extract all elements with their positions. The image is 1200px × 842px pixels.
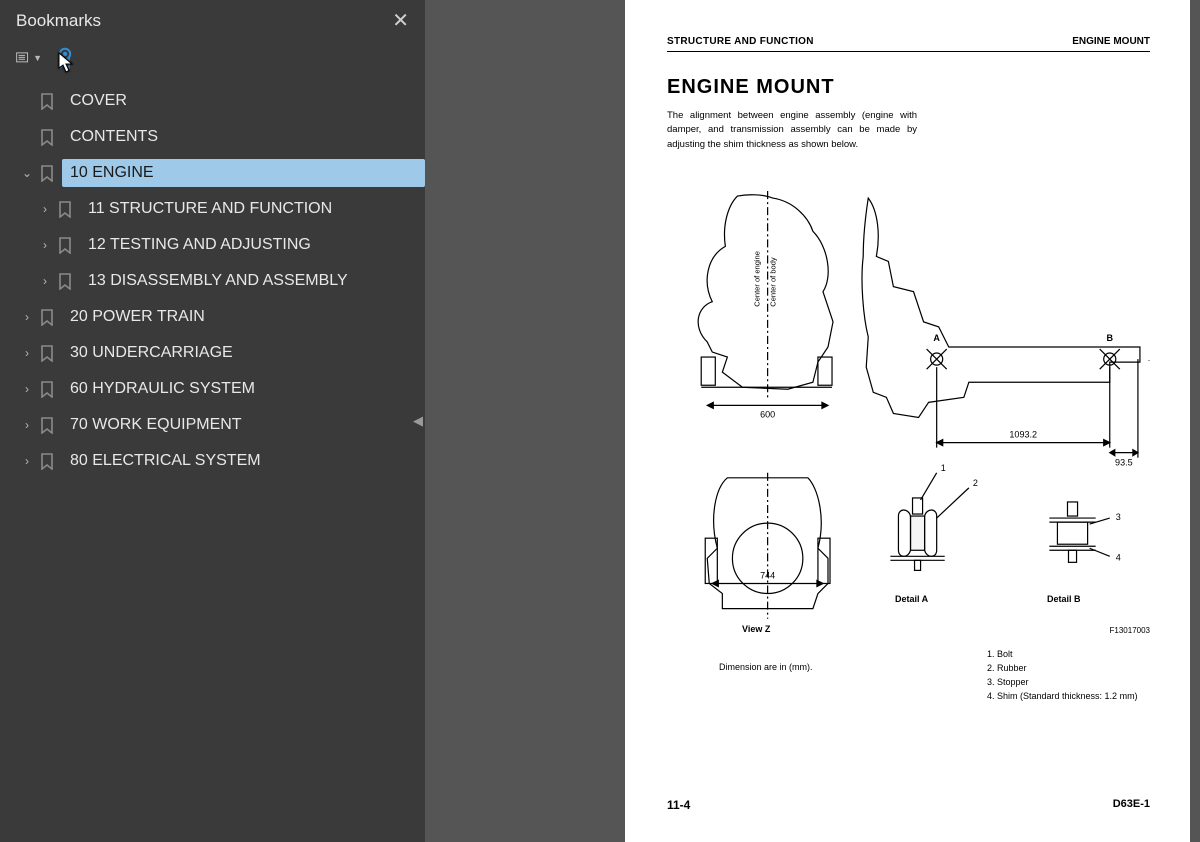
bookmark-icon bbox=[38, 129, 56, 146]
page-footer: 11-4 D63E-1 bbox=[667, 798, 1150, 812]
bookmark-item[interactable]: › 30 UNDERCARRIAGE bbox=[0, 335, 425, 371]
bookmark-icon bbox=[38, 345, 56, 362]
part-1: 1. Bolt bbox=[987, 648, 1138, 662]
diagram-svg: 600 744 1093.2 93.5 A B →Z 1 2 3 4 Cente… bbox=[667, 186, 1150, 679]
expand-chevron-icon[interactable]: › bbox=[36, 202, 54, 216]
bookmark-item[interactable]: › 80 ELECTRICAL SYSTEM bbox=[0, 443, 425, 479]
expand-chevron-icon[interactable]: › bbox=[18, 346, 36, 360]
model-code: D63E-1 bbox=[1113, 798, 1150, 812]
svg-text:2: 2 bbox=[973, 478, 978, 488]
bookmark-icon bbox=[38, 381, 56, 398]
collapse-chevron-icon[interactable]: ⌄ bbox=[18, 166, 36, 180]
bookmark-item[interactable]: › 70 WORK EQUIPMENT bbox=[0, 407, 425, 443]
bookmark-item[interactable]: › 11 STRUCTURE AND FUNCTION bbox=[0, 191, 425, 227]
figure-code: F13017003 bbox=[1110, 626, 1150, 635]
collapse-panel-button[interactable]: ◀ bbox=[410, 401, 426, 441]
bookmark-icon bbox=[56, 201, 74, 218]
dimension-note: Dimension are in (mm). bbox=[719, 662, 813, 672]
expand-chevron-icon[interactable]: › bbox=[36, 238, 54, 252]
bookmark-icon bbox=[38, 453, 56, 470]
svg-text:A: A bbox=[933, 333, 940, 343]
pdf-viewer[interactable]: STRUCTURE AND FUNCTION ENGINE MOUNT ENGI… bbox=[425, 0, 1200, 842]
bookmark-item[interactable]: COVER bbox=[0, 83, 425, 119]
view-z-label: View Z bbox=[742, 624, 770, 634]
bookmarks-header: Bookmarks ✕ bbox=[0, 0, 425, 41]
bookmark-label: CONTENTS bbox=[62, 123, 425, 151]
bookmark-item[interactable]: ⌄ 10 ENGINE bbox=[0, 155, 425, 191]
bookmark-label: 80 ELECTRICAL SYSTEM bbox=[62, 447, 425, 475]
svg-text:93.5: 93.5 bbox=[1115, 457, 1133, 467]
bookmarks-toolbar: ▼ bbox=[0, 41, 425, 79]
page-header-left: STRUCTURE AND FUNCTION bbox=[667, 36, 814, 47]
bookmark-icon bbox=[38, 93, 56, 110]
svg-text:1093.2: 1093.2 bbox=[1009, 429, 1037, 439]
page-description: The alignment between engine assembly (e… bbox=[667, 109, 917, 152]
part-3: 3. Stopper bbox=[987, 676, 1138, 690]
expand-chevron-icon[interactable]: › bbox=[18, 310, 36, 324]
detail-a-label: Detail A bbox=[895, 594, 928, 604]
bookmark-item[interactable]: › 60 HYDRAULIC SYSTEM bbox=[0, 371, 425, 407]
page-header: STRUCTURE AND FUNCTION ENGINE MOUNT bbox=[667, 36, 1150, 52]
bookmarks-tree: COVER CONTENTS ⌄ 10 ENGINE › 11 STRUCTURE AND… bbox=[0, 79, 425, 483]
bookmark-icon bbox=[38, 417, 56, 434]
pdf-page: STRUCTURE AND FUNCTION ENGINE MOUNT ENGI… bbox=[625, 0, 1190, 842]
bookmark-item[interactable]: CONTENTS bbox=[0, 119, 425, 155]
bookmark-item[interactable]: › 20 POWER TRAIN bbox=[0, 299, 425, 335]
bookmark-label: 10 ENGINE bbox=[62, 159, 425, 187]
bookmark-icon bbox=[38, 309, 56, 326]
bookmark-label: 30 UNDERCARRIAGE bbox=[62, 339, 425, 367]
expand-chevron-icon[interactable]: › bbox=[18, 382, 36, 396]
page-title: ENGINE MOUNT bbox=[667, 76, 1150, 99]
bookmarks-panel: Bookmarks ✕ ▼ COVERCONTEN bbox=[0, 0, 425, 842]
page-header-right: ENGINE MOUNT bbox=[1072, 36, 1150, 47]
svg-text:B: B bbox=[1106, 333, 1113, 343]
svg-text:1: 1 bbox=[941, 463, 946, 473]
options-menu-button[interactable]: ▼ bbox=[16, 47, 42, 69]
svg-text:Center of engine: Center of engine bbox=[753, 251, 762, 307]
current-bookmark-button[interactable] bbox=[52, 47, 78, 69]
expand-chevron-icon[interactable]: › bbox=[36, 274, 54, 288]
svg-text:3: 3 bbox=[1116, 512, 1121, 522]
part-2: 2. Rubber bbox=[987, 662, 1138, 676]
svg-text:744: 744 bbox=[760, 570, 775, 580]
bookmark-label: 60 HYDRAULIC SYSTEM bbox=[62, 375, 425, 403]
chevron-down-icon: ▼ bbox=[33, 53, 42, 63]
engine-mount-diagram: 600 744 1093.2 93.5 A B →Z 1 2 3 4 Cente… bbox=[667, 186, 1150, 676]
bookmark-label: 20 POWER TRAIN bbox=[62, 303, 425, 331]
bookmark-label: 13 DISASSEMBLY AND ASSEMBLY bbox=[80, 267, 425, 295]
svg-text:4: 4 bbox=[1116, 552, 1121, 562]
part-4: 4. Shim (Standard thickness: 1.2 mm) bbox=[987, 690, 1138, 704]
app-root: Bookmarks ✕ ▼ COVERCONTEN bbox=[0, 0, 1200, 842]
svg-text:Center of body: Center of body bbox=[769, 257, 778, 307]
bookmark-item[interactable]: › 13 DISASSEMBLY AND ASSEMBLY bbox=[0, 263, 425, 299]
expand-chevron-icon[interactable]: › bbox=[18, 454, 36, 468]
bookmark-label: 12 TESTING AND ADJUSTING bbox=[80, 231, 425, 259]
svg-text:→Z: →Z bbox=[1146, 354, 1150, 364]
bookmark-item[interactable]: › 12 TESTING AND ADJUSTING bbox=[0, 227, 425, 263]
bookmark-label: 11 STRUCTURE AND FUNCTION bbox=[80, 195, 425, 223]
page-number: 11-4 bbox=[667, 798, 690, 812]
bookmark-icon bbox=[38, 165, 56, 182]
bookmarks-title: Bookmarks bbox=[16, 11, 101, 31]
svg-text:600: 600 bbox=[760, 409, 775, 419]
parts-list: 1. Bolt 2. Rubber 3. Stopper 4. Shim (St… bbox=[987, 648, 1138, 704]
bookmark-icon bbox=[56, 237, 74, 254]
bookmark-icon bbox=[56, 273, 74, 290]
bookmark-label: 70 WORK EQUIPMENT bbox=[62, 411, 425, 439]
expand-chevron-icon[interactable]: › bbox=[18, 418, 36, 432]
detail-b-label: Detail B bbox=[1047, 594, 1081, 604]
bookmark-label: COVER bbox=[62, 87, 425, 115]
close-icon[interactable]: ✕ bbox=[392, 8, 409, 33]
